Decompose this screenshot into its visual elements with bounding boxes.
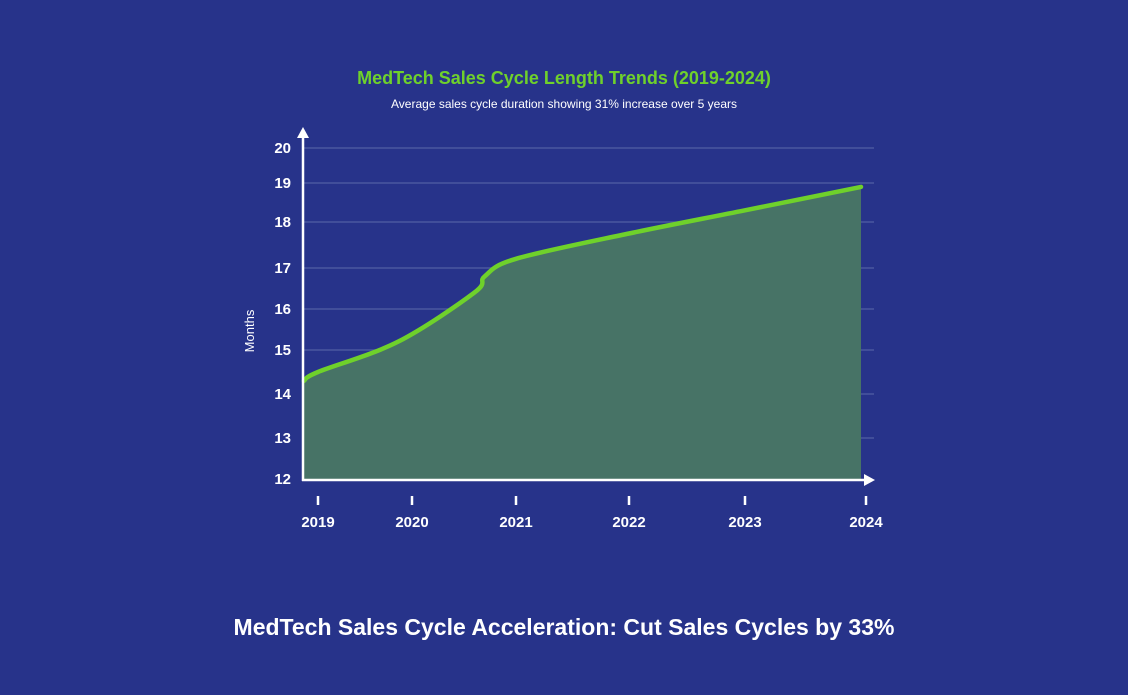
x-axis-arrow-icon bbox=[864, 474, 875, 486]
y-tick-labels: 12 13 14 15 16 17 18 19 20 bbox=[274, 140, 291, 488]
x-tick-label: 2022 bbox=[612, 514, 645, 531]
x-tick-label: 2024 bbox=[849, 514, 883, 531]
axes bbox=[297, 127, 875, 486]
y-tick-label: 15 bbox=[274, 342, 291, 359]
x-tick-label: 2021 bbox=[499, 514, 532, 531]
y-axis-label: Months bbox=[242, 309, 257, 352]
y-tick-label: 13 bbox=[274, 430, 291, 447]
x-tick-labels: 2019 2020 2021 2022 2023 2024 bbox=[301, 496, 883, 531]
chart-subtitle: Average sales cycle duration showing 31%… bbox=[391, 97, 737, 111]
y-tick-label: 19 bbox=[274, 175, 291, 192]
data-points bbox=[303, 186, 862, 381]
y-tick-label: 20 bbox=[274, 140, 291, 157]
y-tick-label: 12 bbox=[274, 471, 291, 488]
x-tick-label: 2023 bbox=[728, 514, 761, 531]
x-tick-label: 2019 bbox=[301, 514, 334, 531]
y-tick-label: 17 bbox=[274, 260, 291, 277]
y-tick-label: 14 bbox=[274, 386, 291, 403]
series-line bbox=[301, 184, 864, 384]
x-tick-label: 2020 bbox=[395, 514, 428, 531]
chart-title: MedTech Sales Cycle Length Trends (2019-… bbox=[357, 68, 771, 88]
y-tick-label: 16 bbox=[274, 301, 291, 318]
page-caption: MedTech Sales Cycle Acceleration: Cut Sa… bbox=[233, 614, 895, 640]
y-tick-label: 18 bbox=[274, 214, 291, 231]
area-fill bbox=[303, 186, 861, 479]
y-axis-arrow-icon bbox=[297, 127, 309, 138]
